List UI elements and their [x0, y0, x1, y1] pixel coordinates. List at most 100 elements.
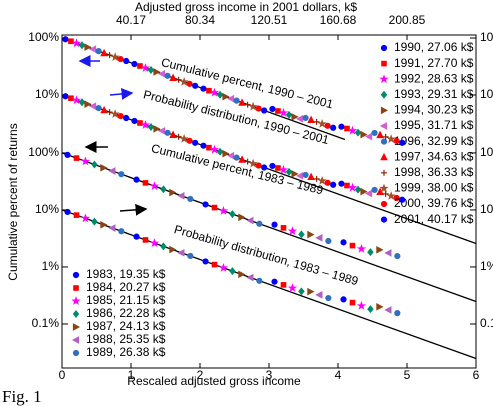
- legend-label: 1983, 19.35 k$: [86, 267, 166, 281]
- density-point: [344, 182, 350, 189]
- density-point: [218, 263, 229, 272]
- legend-label: 1995, 31.71 k$: [394, 118, 474, 132]
- density-point: [364, 189, 373, 198]
- density-point: [376, 302, 384, 311]
- cumulative-point: [118, 171, 125, 178]
- density-point: [216, 147, 224, 156]
- density-point: [238, 155, 246, 163]
- density-point: [340, 296, 347, 303]
- cumulative-point: [140, 63, 151, 72]
- cumulative-point: [229, 210, 236, 219]
- density-point: [200, 142, 207, 149]
- cumulative-point: [80, 156, 91, 166]
- cumulative-point: [200, 85, 207, 92]
- cumulative-point: [117, 55, 124, 63]
- fit-line: [61, 152, 477, 303]
- density-point: [248, 158, 258, 168]
- cumulative-point: [399, 139, 406, 146]
- legend-label: 1993, 29.31 k$: [394, 87, 474, 101]
- cumulative-point: [307, 115, 315, 124]
- density-point: [367, 305, 374, 314]
- cumulative-point: [384, 249, 392, 257]
- x2-tick-label: 120.51: [251, 13, 288, 27]
- cumulative-point: [160, 185, 167, 194]
- density-point: [88, 102, 97, 110]
- legend-marker: [380, 138, 388, 145]
- x-tick-label: 0: [59, 368, 66, 382]
- legend-label: 1999, 38.00 k$: [394, 181, 474, 195]
- legend-label: 1984, 20.27 k$: [86, 280, 166, 294]
- cumulative-point: [393, 137, 400, 145]
- density-point: [222, 149, 230, 158]
- legend-marker: [72, 349, 80, 357]
- cumulative-point: [209, 87, 220, 97]
- y-tick-label-right: 0.1%: [480, 316, 493, 330]
- density-point: [255, 162, 262, 169]
- cumulative-point: [142, 180, 149, 186]
- y-tick-label: 100%: [28, 30, 59, 44]
- density-point: [360, 187, 368, 196]
- cumulative-point: [78, 41, 86, 50]
- density-point: [133, 233, 140, 240]
- cumulative-point: [376, 130, 384, 139]
- cumulative-point: [325, 237, 332, 245]
- cumulative-point: [255, 105, 262, 112]
- cumulative-point: [248, 101, 258, 111]
- cumulative-point: [344, 125, 350, 132]
- cumulative-point: [110, 52, 120, 62]
- cumulative-point: [376, 245, 384, 254]
- legend-label: 1985, 21.15 k$: [86, 293, 166, 307]
- density-point: [394, 310, 401, 317]
- density-point: [226, 151, 235, 160]
- density-point: [149, 238, 160, 248]
- y-tick-label-right: 10%: [480, 202, 493, 216]
- density-point: [246, 273, 254, 282]
- x-tick-label: 4: [335, 368, 342, 382]
- legend-label: 1988, 25.35 k$: [86, 332, 166, 346]
- x-tick-label: 5: [404, 368, 411, 382]
- cumulative-point: [226, 94, 235, 103]
- y-tick-label-right: 100%: [480, 145, 493, 159]
- x2-tick-label: 160.68: [320, 13, 357, 27]
- density-point: [71, 95, 82, 105]
- legend-label: 1987, 24.13 k$: [86, 319, 166, 333]
- density-point: [338, 180, 345, 187]
- legend-marker: [380, 152, 388, 161]
- cumulative-point: [238, 98, 246, 106]
- cumulative-point: [169, 73, 177, 81]
- cumulative-point: [338, 123, 345, 130]
- density-point: [117, 112, 124, 120]
- cumulative-point: [84, 43, 92, 52]
- density-point: [285, 167, 293, 176]
- arrow: [119, 203, 148, 216]
- cumulative-point: [187, 195, 194, 203]
- annotation: Probability distribution, 1983 – 1989: [173, 222, 361, 288]
- y-axis-title: Cumulative percent of returns: [6, 123, 20, 280]
- x2-tick-label: 200.85: [389, 13, 426, 27]
- density-point: [211, 261, 218, 268]
- x2-tick-label: 80.34: [185, 13, 215, 27]
- legend-label: 1996, 32.99 k$: [394, 134, 474, 148]
- cumulative-point: [133, 176, 140, 183]
- density-point: [325, 294, 332, 302]
- cumulative-point: [73, 155, 80, 161]
- density-point: [291, 170, 299, 178]
- x-tick-label: 3: [266, 368, 273, 382]
- density-point: [131, 117, 138, 125]
- fit-line: [61, 209, 477, 360]
- y-tick-label-right: 100%: [480, 30, 493, 44]
- legend-label: 1998, 36.33 k$: [394, 165, 474, 179]
- x-tick-label: 1: [128, 368, 135, 382]
- legend-marker: [71, 296, 81, 305]
- cumulative-point: [244, 101, 251, 108]
- legend-label: 1994, 30.23 k$: [394, 103, 474, 117]
- cumulative-point: [233, 97, 240, 104]
- annotation: Cumulative percent, 1983 – 1989: [150, 141, 325, 197]
- y-tick-label: 10%: [35, 87, 59, 101]
- legend-marker: [381, 60, 387, 67]
- legend-marker: [380, 106, 389, 115]
- density-point: [238, 270, 246, 279]
- cumulative-point: [271, 221, 278, 228]
- cumulative-point: [307, 230, 315, 239]
- cumulative-point: [278, 108, 289, 117]
